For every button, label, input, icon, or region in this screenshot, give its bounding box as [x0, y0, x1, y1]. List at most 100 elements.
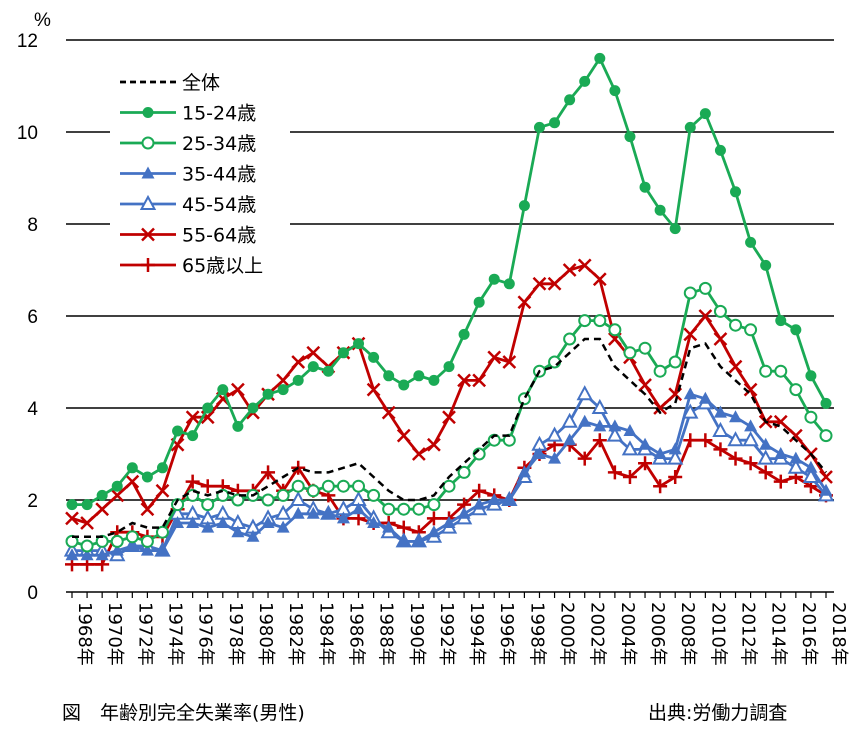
marker-filled-circle — [307, 361, 319, 373]
x-tick-label: 1970年 — [104, 602, 125, 666]
x-tick-label: 1992年 — [436, 602, 457, 666]
x-tick-label: 2002年 — [587, 602, 608, 666]
series-line — [72, 337, 827, 539]
marker-x — [306, 345, 321, 360]
marker-filled-circle — [473, 296, 485, 308]
marker-filled-triangle — [201, 520, 215, 533]
marker-open-circle — [578, 314, 592, 328]
y-tick-label: 0 — [27, 583, 38, 604]
marker-filled-circle — [760, 259, 772, 271]
marker-x — [577, 258, 592, 273]
marker-open-circle — [291, 479, 305, 493]
x-tick-label: 1990年 — [406, 602, 427, 666]
marker-filled-triangle — [578, 414, 592, 427]
marker-open-circle — [653, 364, 667, 378]
marker-x — [472, 373, 487, 388]
marker-plus — [261, 465, 276, 480]
x-tick-label: 2006年 — [647, 602, 668, 666]
marker-open-circle — [352, 479, 366, 493]
marker-filled-circle — [790, 324, 802, 336]
marker-filled-circle — [156, 462, 168, 474]
marker-filled-triangle — [306, 506, 320, 519]
marker-filled-triangle — [608, 419, 622, 432]
marker-open-triangle — [561, 412, 578, 428]
marker-x — [728, 359, 743, 374]
marker-open-circle — [668, 355, 682, 369]
marker-filled-circle — [187, 430, 199, 442]
marker-filled-circle — [654, 204, 666, 216]
marker-filled-triangle — [65, 548, 79, 561]
marker-filled-triangle — [125, 539, 139, 551]
marker-filled-circle — [353, 338, 365, 350]
marker-open-circle — [201, 498, 215, 512]
marker-plus — [607, 465, 622, 480]
marker-filled-circle — [398, 379, 410, 391]
marker-filled-circle — [533, 121, 545, 133]
marker-x — [80, 516, 94, 530]
legend-label: 25-34歳 — [182, 133, 256, 155]
marker-x — [125, 474, 140, 489]
marker-x — [65, 511, 79, 526]
marker-filled-triangle — [472, 497, 486, 510]
marker-open-circle — [608, 323, 622, 337]
x-tick-label: 1984年 — [315, 602, 336, 666]
marker-x — [517, 295, 532, 310]
marker-filled-triangle — [246, 529, 260, 542]
legend: 全体 15-24歳 25-34歳 35-44歳 45-54歳 55-64歳 65歳以上 — [110, 66, 290, 281]
marker-filled-circle — [745, 236, 757, 248]
marker-open-circle — [442, 479, 456, 493]
marker-x — [155, 483, 170, 498]
marker-open-triangle — [621, 440, 639, 456]
marker-filled-triangle — [713, 405, 727, 418]
marker-open-circle — [155, 525, 169, 539]
marker-plus — [683, 433, 698, 448]
y-tick-label: 10 — [17, 123, 38, 144]
legend-label: 65歳以上 — [182, 255, 263, 277]
marker-x — [141, 227, 155, 242]
marker-x — [140, 502, 155, 517]
x-tick-label: 2012年 — [738, 602, 759, 666]
marker-filled-triangle — [397, 534, 411, 547]
marker-filled-circle — [413, 370, 425, 382]
legend-label: 45-54歳 — [182, 194, 256, 216]
marker-filled-triangle — [382, 520, 396, 533]
marker-open-circle — [683, 286, 697, 300]
marker-open-triangle — [606, 426, 624, 442]
marker-filled-circle — [96, 489, 108, 501]
marker-filled-circle — [262, 388, 274, 400]
marker-open-circle — [306, 484, 320, 498]
marker-open-circle — [638, 341, 652, 355]
marker-open-triangle — [682, 403, 699, 419]
marker-open-circle — [231, 493, 245, 507]
marker-plus — [426, 511, 441, 526]
marker-filled-triangle — [412, 534, 426, 547]
marker-filled-triangle — [110, 543, 124, 556]
marker-filled-triangle — [804, 460, 818, 473]
marker-filled-triangle — [457, 506, 471, 519]
chart-source: 出典:労働力調査 — [648, 702, 788, 724]
marker-x — [442, 410, 456, 425]
marker-filled-circle — [443, 361, 455, 373]
marker-filled-triangle — [532, 447, 546, 459]
x-tick-label: 1972年 — [134, 602, 155, 666]
marker-filled-triangle — [261, 516, 275, 528]
marker-open-circle — [517, 392, 531, 406]
marker-x — [743, 382, 758, 397]
marker-filled-circle — [624, 131, 636, 143]
marker-filled-triangle — [80, 548, 94, 561]
marker-filled-circle — [141, 471, 153, 483]
legend-label: 15-24歳 — [182, 103, 256, 125]
marker-x — [230, 382, 245, 397]
x-tick-label: 1994年 — [466, 602, 487, 666]
series-line — [72, 437, 827, 566]
marker-open-circle — [593, 314, 607, 328]
y-tick-label: 6 — [27, 307, 38, 328]
x-tick-label: 1976年 — [195, 602, 216, 666]
marker-x — [592, 272, 607, 287]
marker-filled-triangle — [140, 543, 154, 556]
marker-plus — [743, 456, 758, 471]
marker-open-circle — [774, 364, 788, 378]
marker-filled-triangle — [352, 502, 366, 515]
marker-plus — [758, 465, 773, 480]
marker-filled-triangle — [774, 447, 788, 459]
